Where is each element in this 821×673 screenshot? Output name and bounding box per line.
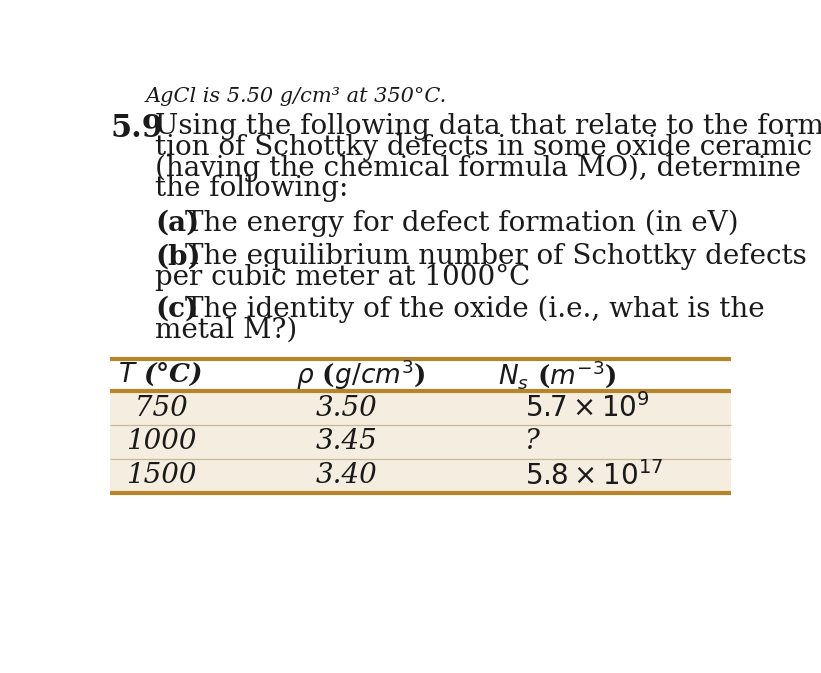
Text: per cubic meter at 1000°C: per cubic meter at 1000°C (155, 264, 530, 291)
Text: $\mathbf{\mathit{T}}$ (°C): $\mathbf{\mathit{T}}$ (°C) (118, 361, 203, 388)
Text: AgCl is 5.50 g/cm³ at 350°C.: AgCl is 5.50 g/cm³ at 350°C. (145, 87, 447, 106)
Text: ?: ? (525, 429, 540, 456)
Bar (110, 391, 732, 493)
Text: $\mathbf{\mathit{N_s}}$ ($\mathbf{\mathit{m^{-3}}}$): $\mathbf{\mathit{N_s}}$ ($\mathbf{\mathi… (498, 359, 617, 391)
Text: 1500: 1500 (126, 462, 196, 489)
Text: 3.40: 3.40 (316, 462, 378, 489)
Text: 3.45: 3.45 (316, 429, 378, 456)
Text: The energy for defect formation (in eV): The energy for defect formation (in eV) (185, 210, 738, 238)
Text: metal M?): metal M?) (155, 316, 297, 343)
Text: (b): (b) (155, 243, 201, 271)
Text: $5.8 \times 10^{17}$: $5.8 \times 10^{17}$ (525, 461, 663, 491)
Text: 1000: 1000 (126, 429, 196, 456)
Text: (c): (c) (155, 295, 199, 322)
Text: The identity of the oxide (i.e., what is the: The identity of the oxide (i.e., what is… (185, 295, 764, 323)
Text: 750: 750 (126, 394, 188, 421)
Text: (a): (a) (155, 210, 200, 237)
Text: tion of Schottky defects in some oxide ceramic: tion of Schottky defects in some oxide c… (155, 134, 813, 161)
Text: Using the following data that relate to the forma-: Using the following data that relate to … (155, 113, 821, 140)
Text: (having the chemical formula MO), determine: (having the chemical formula MO), determ… (155, 155, 801, 182)
Text: The equilibrium number of Schottky defects: The equilibrium number of Schottky defec… (185, 243, 806, 271)
Text: $\mathbf{\mathit{\rho}}$ ($\mathbf{\mathit{g/cm^3}}$): $\mathbf{\mathit{\rho}}$ ($\mathbf{\math… (296, 357, 426, 392)
Text: 3.50: 3.50 (316, 394, 378, 421)
Text: the following:: the following: (155, 176, 349, 203)
Text: 5.9: 5.9 (110, 113, 163, 144)
Text: $5.7 \times 10^9$: $5.7 \times 10^9$ (525, 393, 649, 423)
